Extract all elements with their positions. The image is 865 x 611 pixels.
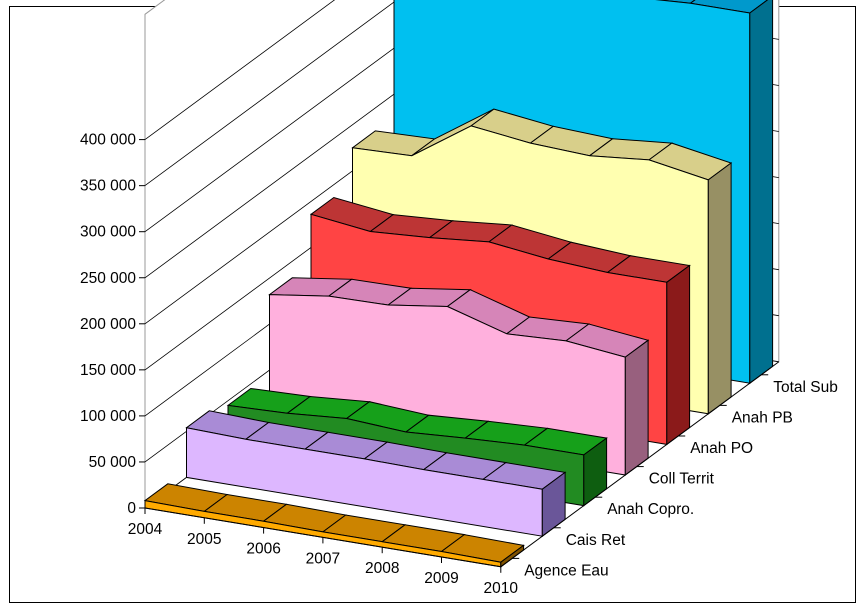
x-tick-label: 2004	[128, 521, 163, 538]
series-label: Agence Eau	[524, 562, 608, 579]
y-tick-label: 0	[127, 500, 136, 517]
series-end-face	[666, 264, 691, 446]
chart-axis-labels: 0 50 000 100 000 150 000 200 000 250 000 300 0…	[80, 132, 838, 597]
series-label: Anah PO	[690, 440, 753, 457]
y-tick-label: 400 000	[80, 132, 136, 149]
y-tick-label: 50 000	[89, 454, 137, 471]
series-end-face	[624, 339, 649, 476]
chart-series-ribbons	[143, 0, 774, 568]
series-label: Total Sub	[773, 379, 838, 396]
x-tick-label: 2007	[306, 550, 340, 567]
y-tick-label: 200 000	[80, 316, 136, 333]
y-tick-label: 350 000	[80, 178, 136, 195]
series-label: Anah Copro.	[607, 501, 694, 518]
x-tick-label: 2006	[246, 541, 280, 558]
series-end-face	[749, 0, 774, 385]
series-end-face	[707, 162, 732, 415]
series-label: Cais Ret	[566, 532, 626, 549]
gridline	[144, 0, 336, 140]
x-tick-label: 2008	[365, 560, 399, 577]
y-tick-label: 250 000	[80, 270, 136, 287]
x-tick-label: 2005	[187, 531, 221, 548]
y-tick-label: 100 000	[80, 408, 136, 425]
y-tick-label: 300 000	[80, 224, 136, 241]
series-agence-eau	[143, 483, 525, 568]
x-tick-label: 2009	[424, 570, 458, 587]
y-tick-label: 150 000	[80, 362, 136, 379]
depth-axis-line	[500, 361, 780, 568]
series-label: Coll Territ	[649, 471, 715, 488]
series-label: Anah PB	[732, 409, 793, 426]
series-cais-ret	[185, 410, 567, 538]
x-tick-label: 2010	[484, 580, 519, 597]
